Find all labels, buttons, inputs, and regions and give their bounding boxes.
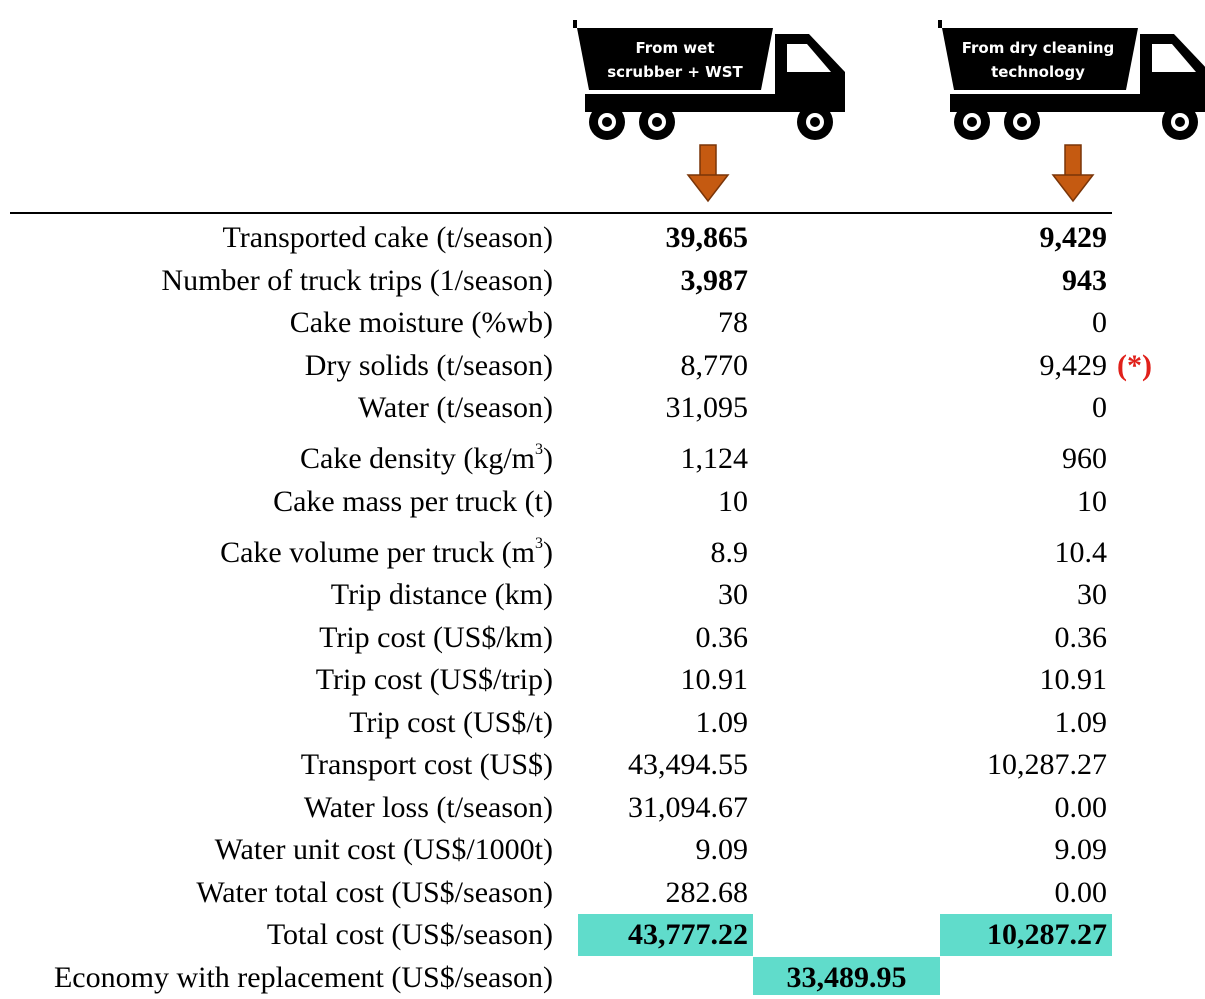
- value: 1.09: [695, 705, 749, 739]
- row-label: Water total cost (US$/season): [196, 872, 553, 914]
- value: 43,777.22: [628, 918, 748, 951]
- column-header: technology: [991, 63, 1085, 81]
- label-text: Transport cost (US$): [300, 748, 553, 781]
- value: 960: [1062, 442, 1107, 475]
- column-header: From wet: [635, 39, 714, 57]
- label-text: Total cost (US$/season): [266, 918, 553, 951]
- row-label: Transported cake (t/season): [223, 217, 553, 259]
- value: 9,429: [1039, 348, 1108, 382]
- value: 31,095: [665, 391, 749, 424]
- label-text: Water (t/season): [358, 391, 553, 424]
- value: 0.00: [1054, 875, 1108, 909]
- label-text: Trip cost (US$/km): [319, 620, 553, 654]
- arrow: [687, 144, 729, 202]
- value: 0.00: [1054, 790, 1108, 824]
- label-text: Transported cake (t/season): [222, 221, 553, 254]
- value: 9.09: [695, 833, 749, 866]
- row-label: Cake moisture (%wb): [290, 302, 553, 344]
- value: 0.36: [695, 620, 749, 654]
- value: 282.68: [665, 875, 749, 909]
- value: 30: [718, 578, 748, 611]
- note: (*): [1117, 348, 1152, 382]
- label-text: Water loss (t/season): [303, 790, 553, 824]
- label-text: Cake density (kg/m: [300, 442, 535, 475]
- label-text: Cake volume per truck (m: [220, 535, 535, 569]
- value: 10,287.27: [987, 918, 1107, 951]
- value: 10: [718, 484, 748, 518]
- row-label: Cake mass per truck (t): [273, 481, 553, 523]
- value: 43,494.55: [628, 748, 748, 781]
- value: 1,124: [680, 442, 749, 475]
- superscript: 3: [535, 441, 543, 458]
- row-label: Dry solids (t/season): [305, 345, 553, 387]
- label-text: Cake moisture (%wb): [289, 306, 553, 339]
- highlight: [940, 914, 1112, 956]
- label-text: ): [543, 442, 553, 475]
- value: 0: [1092, 306, 1107, 339]
- label-text: Cake mass per truck (t): [273, 484, 553, 518]
- label-text: Trip cost (US$/t): [349, 705, 553, 739]
- row-label: Trip cost (US$/trip): [316, 659, 553, 701]
- row-label: Trip distance (km): [331, 574, 553, 616]
- label-text: Dry solids (t/season): [304, 348, 553, 382]
- row-label: Trip cost (US$/km): [319, 617, 553, 659]
- header-graphics: From wet scrubber + WST From dry cleanin…: [10, 20, 1205, 214]
- value: 3,987: [680, 263, 749, 297]
- highlight: [753, 956, 940, 995]
- arrow: [1052, 144, 1094, 202]
- value: 31,094.67: [628, 790, 748, 824]
- superscript: 3: [535, 534, 543, 552]
- row-label: Trip cost (US$/t): [349, 702, 553, 744]
- label-text: ): [543, 535, 553, 569]
- row-label: Total cost (US$/season): [267, 914, 553, 956]
- value: 78: [718, 306, 748, 339]
- highlight: [578, 914, 753, 956]
- value: 1.09: [1054, 705, 1108, 739]
- column-header: scrubber + WST: [607, 63, 743, 81]
- label-text: Water total cost (US$/season): [196, 875, 553, 909]
- value: 10.91: [1039, 663, 1108, 696]
- label-text: Water unit cost (US$/1000t): [214, 833, 553, 866]
- value: 30: [1077, 578, 1107, 611]
- label-text: Trip cost (US$/trip): [315, 663, 553, 696]
- row-label: Transport cost (US$): [301, 744, 553, 786]
- value: 0.36: [1054, 620, 1108, 654]
- row-label: Water loss (t/season): [304, 787, 553, 829]
- value: 8,770: [680, 348, 749, 382]
- value: 943: [1062, 263, 1107, 297]
- value: 39,865: [665, 221, 749, 254]
- value: 10: [1077, 484, 1107, 518]
- value: 10,287.27: [987, 748, 1107, 781]
- label-text: Trip distance (km): [330, 578, 553, 611]
- value: 8.9: [710, 535, 749, 569]
- value: 33,489.95: [786, 960, 907, 994]
- value: 0: [1092, 391, 1107, 424]
- row-label: Water (t/season): [358, 387, 553, 429]
- value: 10.4: [1054, 535, 1108, 569]
- column-header: From dry cleaning: [962, 39, 1115, 57]
- row-label: Water unit cost (US$/1000t): [215, 829, 553, 871]
- row-label: Cake density (kg/m3): [300, 438, 553, 480]
- row-label: Cake volume per truck (m3): [220, 532, 553, 574]
- value: 10.91: [680, 663, 749, 696]
- value: 9,429: [1039, 221, 1108, 254]
- label-text: Number of truck trips (1/season): [161, 263, 553, 297]
- value: 9.09: [1054, 833, 1108, 866]
- row-label: Economy with replacement (US$/season): [53, 960, 553, 994]
- row-label: Number of truck trips (1/season): [161, 260, 553, 302]
